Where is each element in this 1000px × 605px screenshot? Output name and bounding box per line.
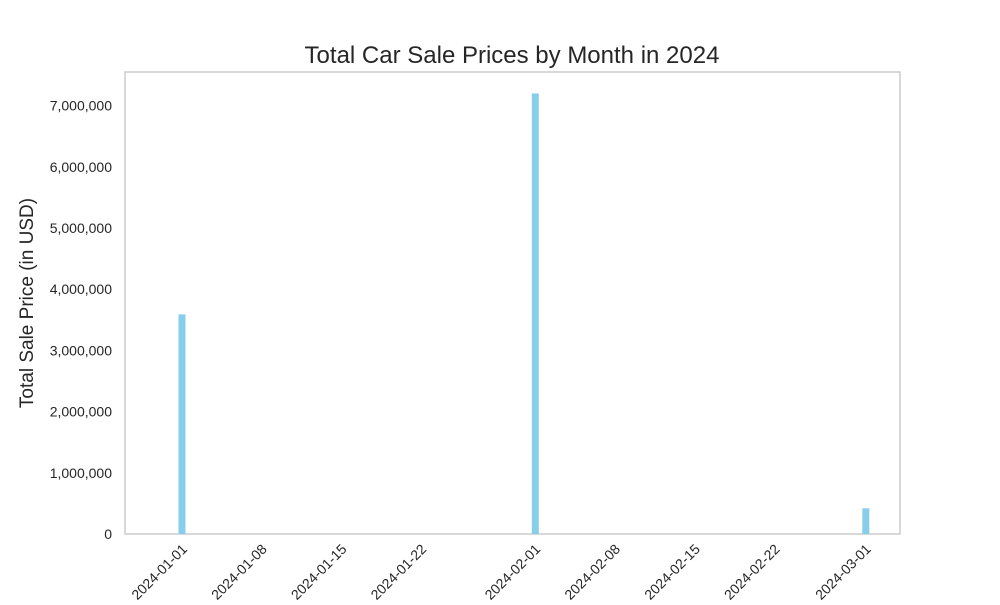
y-tick-label: 3,000,000 [50, 342, 112, 358]
x-tick-label: 2024-01-01 [128, 541, 190, 600]
x-tick-label: 2024-03-01 [812, 541, 874, 600]
y-tick-label: 2,000,000 [50, 404, 112, 420]
y-tick-label: 7,000,000 [50, 98, 112, 114]
x-tick-labels: 2024-01-01 2024-01-08 2024-01-15 2024-01-22… [128, 541, 874, 603]
y-axis-label: Total Sale Price (in USD) [17, 198, 38, 408]
plot-area-frame [124, 71, 901, 535]
x-tick-label: 2024-01-22 [367, 541, 429, 600]
bar-2024-01-01 [178, 314, 186, 534]
x-tick-label: 2024-02-15 [641, 541, 703, 600]
y-tick-labels: 0 1,000,000 2,000,000 3,000,000 4,000,000 5,0… [50, 98, 113, 542]
bars-group [178, 93, 870, 535]
y-tick-label: 1,000,000 [50, 465, 112, 481]
y-tick-label: 4,000,000 [50, 281, 112, 297]
x-tick-label: 2024-02-01 [481, 541, 543, 600]
y-tick-label: 0 [104, 526, 112, 542]
x-tick-label: 2024-02-08 [561, 541, 623, 600]
chart-title: Total Car Sale Prices by Month in 2024 [305, 42, 720, 69]
x-tick-label: 2024-01-15 [288, 541, 350, 600]
x-tick-label: 2024-02-22 [721, 541, 783, 600]
y-tick-label: 5,000,000 [50, 220, 112, 236]
y-tick-label: 6,000,000 [50, 159, 112, 175]
x-tick-label: 2024-01-08 [208, 541, 270, 600]
bar-2024-03-01 [862, 508, 870, 534]
bar-2024-02-01 [531, 93, 539, 535]
